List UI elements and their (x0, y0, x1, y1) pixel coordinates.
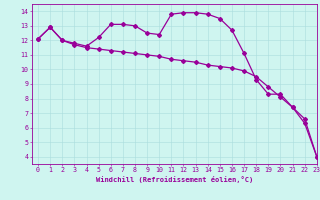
X-axis label: Windchill (Refroidissement éolien,°C): Windchill (Refroidissement éolien,°C) (96, 176, 253, 183)
